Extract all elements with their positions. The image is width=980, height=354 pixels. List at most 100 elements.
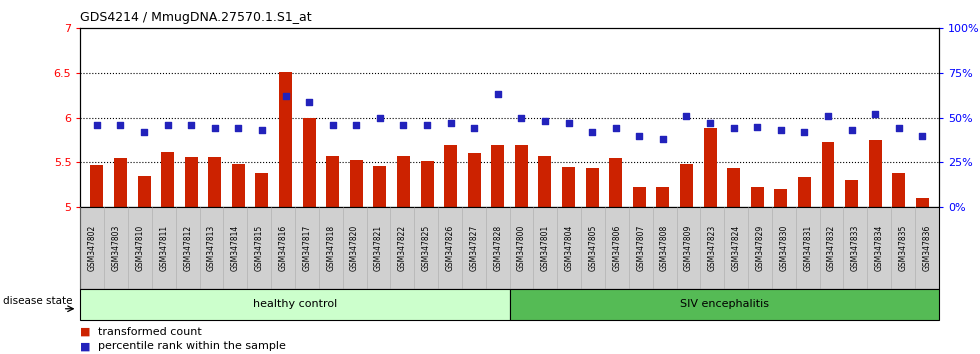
Bar	[892, 173, 906, 207]
Point	[183, 122, 199, 128]
Text: GSM347802: GSM347802	[88, 225, 97, 271]
Bar	[821, 142, 835, 207]
Text: GSM347813: GSM347813	[207, 225, 216, 271]
Point	[678, 113, 694, 119]
Bar	[444, 144, 457, 207]
Point	[820, 113, 836, 119]
Text: GSM347818: GSM347818	[326, 225, 335, 271]
Text: GSM347820: GSM347820	[350, 225, 359, 271]
Point	[867, 111, 883, 117]
Point	[372, 115, 388, 121]
Text: disease state: disease state	[3, 296, 73, 306]
Point	[608, 126, 623, 131]
Text: GSM347834: GSM347834	[875, 224, 884, 271]
Bar	[90, 165, 103, 207]
Point	[160, 122, 175, 128]
Point	[891, 126, 907, 131]
Point	[750, 124, 765, 130]
Text: healthy control: healthy control	[253, 299, 337, 309]
Text: GSM347832: GSM347832	[827, 225, 836, 271]
Text: GSM347815: GSM347815	[255, 225, 264, 271]
Bar	[209, 157, 221, 207]
Bar	[751, 187, 763, 207]
Point	[207, 126, 222, 131]
Text: GSM347804: GSM347804	[564, 224, 573, 271]
Bar	[774, 189, 787, 207]
Text: GSM347833: GSM347833	[851, 224, 859, 271]
Bar	[657, 187, 669, 207]
Text: ■: ■	[80, 341, 91, 351]
Text: GSM347805: GSM347805	[589, 224, 598, 271]
Point	[631, 133, 647, 138]
Point	[89, 122, 105, 128]
Bar	[326, 156, 339, 207]
Bar	[303, 118, 316, 207]
Text: transformed count: transformed count	[98, 327, 202, 337]
Text: GSM347800: GSM347800	[517, 224, 526, 271]
Text: GSM347801: GSM347801	[541, 225, 550, 271]
Point	[726, 126, 742, 131]
Bar	[114, 158, 127, 207]
Point	[844, 127, 859, 133]
Point	[584, 129, 600, 135]
Text: GSM347828: GSM347828	[493, 225, 502, 271]
Point	[301, 99, 317, 104]
Text: GDS4214 / MmugDNA.27570.1.S1_at: GDS4214 / MmugDNA.27570.1.S1_at	[80, 11, 312, 24]
Bar	[467, 154, 481, 207]
Text: GSM347827: GSM347827	[469, 225, 478, 271]
Text: GSM347835: GSM347835	[899, 224, 907, 271]
Point	[254, 127, 270, 133]
Point	[230, 126, 246, 131]
Text: GSM347822: GSM347822	[398, 225, 407, 271]
Point	[490, 92, 506, 97]
Bar	[727, 168, 740, 207]
Point	[136, 129, 152, 135]
Text: percentile rank within the sample: percentile rank within the sample	[98, 341, 286, 351]
Bar	[491, 144, 505, 207]
Bar	[538, 156, 552, 207]
Text: GSM347830: GSM347830	[779, 224, 788, 271]
Point	[703, 120, 718, 126]
Point	[277, 93, 293, 99]
Text: GSM347817: GSM347817	[303, 225, 312, 271]
Bar	[563, 167, 575, 207]
Text: GSM347823: GSM347823	[708, 225, 716, 271]
Text: GSM347829: GSM347829	[756, 225, 764, 271]
Point	[561, 120, 576, 126]
Bar	[397, 156, 410, 207]
Bar	[633, 187, 646, 207]
Point	[419, 122, 435, 128]
Bar	[279, 72, 292, 207]
Bar	[256, 173, 269, 207]
Text: GSM347825: GSM347825	[421, 225, 430, 271]
Bar	[704, 129, 716, 207]
Text: GSM347811: GSM347811	[160, 225, 169, 271]
Bar	[514, 144, 528, 207]
Bar	[161, 152, 174, 207]
Point	[537, 119, 553, 124]
Bar	[350, 160, 363, 207]
Text: GSM347808: GSM347808	[661, 225, 669, 271]
Bar	[868, 140, 882, 207]
Point	[466, 126, 482, 131]
Bar	[916, 198, 929, 207]
Text: GSM347826: GSM347826	[446, 225, 455, 271]
Text: GSM347821: GSM347821	[374, 225, 383, 271]
Bar	[137, 176, 151, 207]
Text: GSM347807: GSM347807	[636, 224, 645, 271]
Text: GSM347812: GSM347812	[183, 225, 192, 271]
Bar	[184, 157, 198, 207]
Text: GSM347803: GSM347803	[112, 224, 121, 271]
Point	[396, 122, 412, 128]
Bar	[680, 164, 693, 207]
Point	[325, 122, 341, 128]
Point	[655, 136, 670, 142]
Text: GSM347816: GSM347816	[278, 225, 287, 271]
Point	[113, 122, 128, 128]
Text: GSM347814: GSM347814	[231, 225, 240, 271]
Point	[797, 129, 812, 135]
Bar	[845, 180, 858, 207]
Text: GSM347836: GSM347836	[922, 224, 931, 271]
Bar	[586, 168, 599, 207]
Text: ■: ■	[80, 327, 91, 337]
